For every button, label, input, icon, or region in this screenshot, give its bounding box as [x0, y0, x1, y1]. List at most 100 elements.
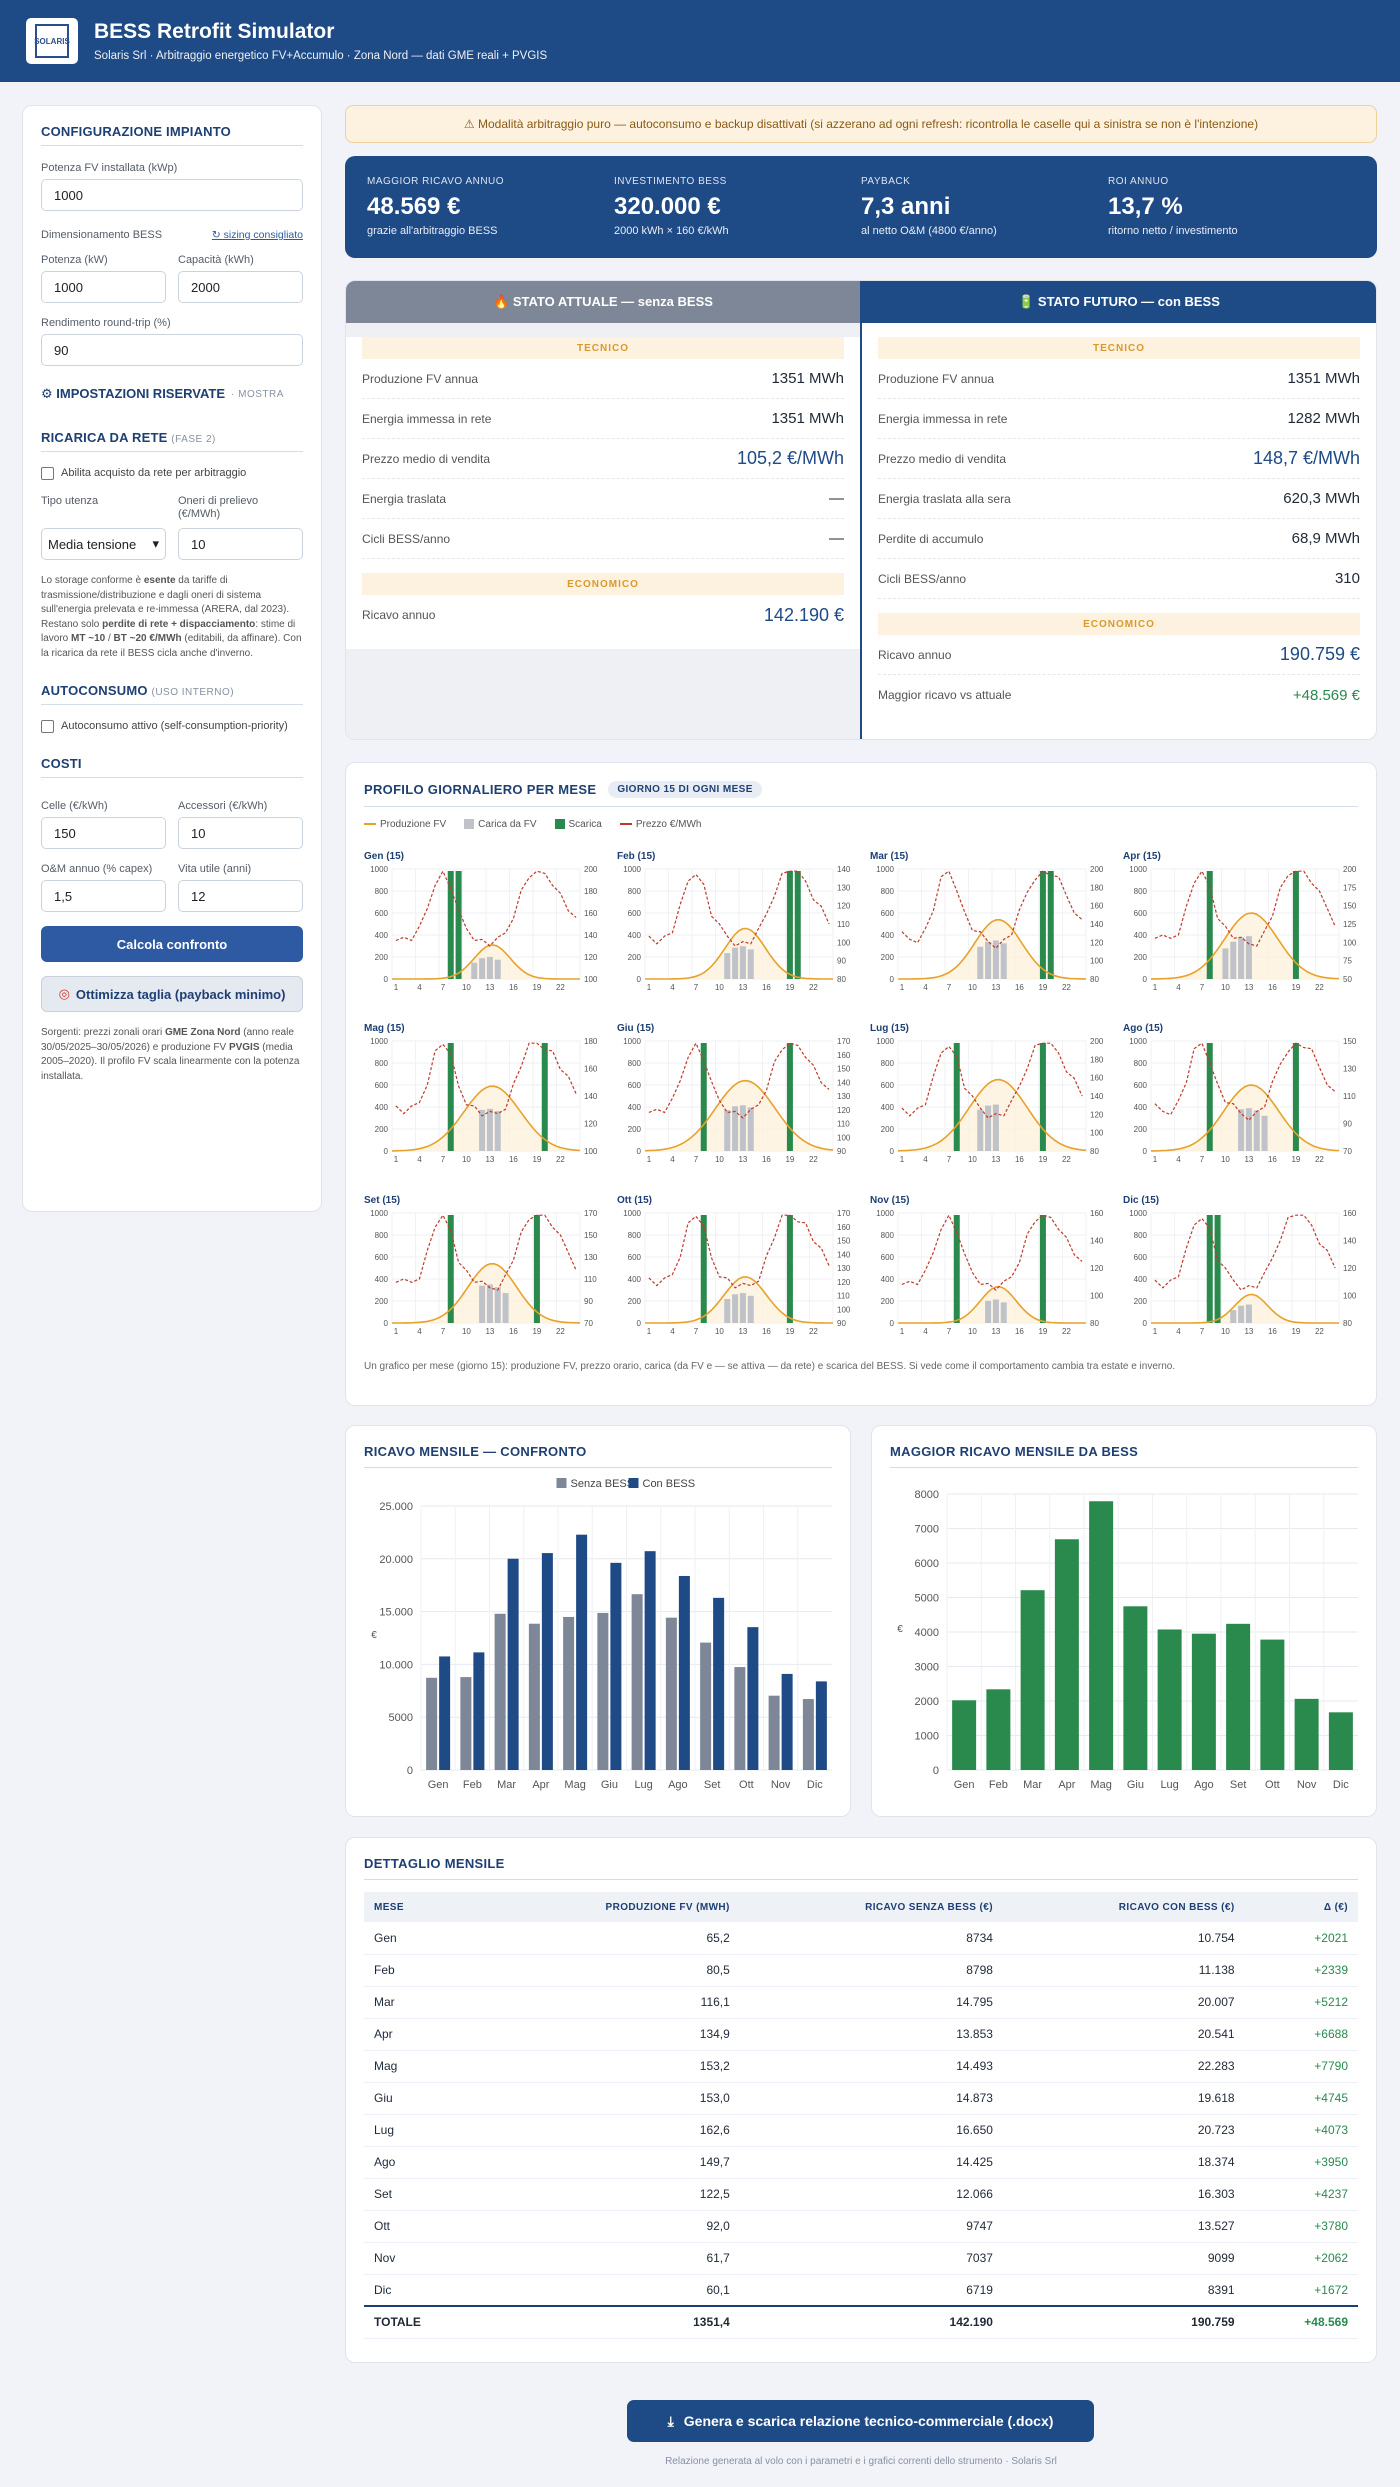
right-tick: 140: [1090, 1092, 1104, 1101]
right-tick: 100: [584, 975, 598, 984]
discharge-bar: [1039, 1215, 1046, 1323]
right-tick: 100: [837, 1133, 851, 1142]
left-tick: 0: [890, 1147, 895, 1156]
month-title: Mar (15): [870, 851, 908, 862]
right-tick: 100: [1343, 938, 1357, 947]
left-tick: 1000: [623, 865, 641, 874]
pv-area: [645, 928, 833, 979]
bar: [1226, 1623, 1251, 1770]
left-tick: 1000: [370, 865, 388, 874]
hour-tick: 7: [441, 1327, 446, 1336]
capacity-input[interactable]: 2000: [178, 271, 303, 303]
kpi-roi: ROI ANNUO 13,7 % ritorno netto / investime…: [1108, 176, 1238, 237]
acc-input[interactable]: 10: [178, 817, 303, 849]
pv-area: [392, 945, 580, 979]
auto-checkbox-row[interactable]: Autoconsumo attivo (self-consumption-pri…: [41, 719, 303, 734]
config-title: CONFIGURAZIONE IMPIANTO: [41, 124, 303, 146]
right-tick: 180: [584, 1037, 598, 1046]
hour-tick: 1: [647, 1327, 652, 1336]
x-tick-label: Feb: [989, 1779, 1008, 1791]
bar: [1020, 1590, 1045, 1770]
charge-bar: [494, 959, 501, 979]
left-tick: 800: [1134, 1059, 1148, 1068]
right-tick: 160: [1090, 1074, 1104, 1083]
hour-tick: 4: [417, 1327, 422, 1336]
calc-button[interactable]: Calcola confronto: [41, 926, 303, 962]
power-input[interactable]: 1000: [41, 271, 166, 303]
hour-tick: 4: [417, 1155, 422, 1164]
price-line: [395, 869, 577, 947]
charge-bar: [486, 1108, 493, 1151]
charge-bar: [1000, 943, 1007, 979]
sizing-link[interactable]: ↻ sizing consigliato: [211, 229, 303, 241]
hour-tick: 10: [715, 983, 724, 992]
month-title: Dic (15): [1123, 1195, 1159, 1206]
left-tick: 800: [375, 887, 389, 896]
right-tick: 140: [584, 931, 598, 940]
current-row: Energia immessa in rete 1351 MWh: [362, 399, 844, 439]
om-input[interactable]: 1,5: [41, 880, 166, 912]
hour-tick: 13: [738, 983, 747, 992]
x-tick-label: Ott: [1265, 1779, 1280, 1791]
total-row: TOTALE 1351,4 142.190 190.759 +48.569: [364, 2305, 1358, 2339]
right-tick: 75: [1343, 957, 1352, 966]
pv-area: [1151, 1294, 1339, 1323]
hour-tick: 13: [738, 1155, 747, 1164]
grid-checkbox[interactable]: [41, 467, 54, 480]
month-chart-9: Set (15)10008006004002000170150130110907…: [364, 1195, 598, 1336]
month-chart-1: Gen (15) 1000 800 600 400 200 0 200 180 160 140 120…: [364, 851, 598, 992]
month-title: Nov (15): [870, 1195, 909, 1206]
reserved-title: ⚙ IMPOSTAZIONI RISERVATE: [41, 386, 226, 401]
right-tick: 160: [1090, 902, 1104, 911]
right-tick: 110: [584, 1275, 597, 1284]
charge-bar: [1238, 1109, 1245, 1151]
pv-input[interactable]: 1000: [41, 179, 303, 211]
left-tick: 0: [637, 1319, 642, 1328]
discharge-bar: [1206, 1215, 1213, 1323]
left-tick: 600: [628, 909, 642, 918]
discharge-bar: [1206, 871, 1213, 979]
future-row: Energia traslata alla sera 620,3 MWh: [878, 479, 1360, 519]
auto-title-text: AUTOCONSUMO: [41, 683, 148, 698]
left-tick: 600: [881, 1081, 895, 1090]
pv-area: [1151, 913, 1339, 979]
x-tick-label: Nov: [1297, 1779, 1317, 1791]
left-tick: 400: [881, 1275, 895, 1284]
current-eco-band: ECONOMICO: [362, 573, 844, 595]
pv-area: [898, 919, 1086, 979]
rte-input[interactable]: 90: [41, 334, 303, 366]
month-chart-5: Mag (15) 1000 800 600 400 200 0 180 160 140 120 100…: [364, 1023, 598, 1164]
left-tick: 200: [1134, 1297, 1148, 1306]
hour-tick: 10: [1221, 983, 1230, 992]
auto-checkbox[interactable]: [41, 720, 54, 733]
bar: [815, 1681, 827, 1770]
y-tick-label: 15.000: [379, 1607, 413, 1619]
cells-input[interactable]: 150: [41, 817, 166, 849]
optimize-button[interactable]: ◎ Ottimizza taglia (payback minimo): [41, 976, 303, 1012]
om-label: O&M annuo (% capex): [41, 863, 153, 875]
reserved-toggle[interactable]: · MOSTRA: [231, 388, 284, 400]
oneri-input[interactable]: 10: [178, 528, 303, 560]
extra-revenue-chart: 0 1000 2000 3000 4000 5000 6000 7000 8000 € Gen Feb…: [897, 1489, 1358, 1791]
charge-bar: [1245, 1108, 1252, 1151]
charge-bar: [471, 962, 478, 979]
pv-line: [1151, 1293, 1339, 1324]
right-tick: 175: [1343, 883, 1357, 892]
life-input[interactable]: 12: [178, 880, 303, 912]
charge-bar: [747, 949, 754, 979]
utenza-select[interactable]: Media tensione ▾: [41, 528, 166, 560]
legend-label: Con BESS: [643, 1478, 696, 1490]
pv-line: [897, 1078, 1087, 1152]
right-tick: 100: [1090, 957, 1104, 966]
charge-bar: [985, 941, 992, 979]
bar: [1328, 1712, 1353, 1770]
y-tick-label: 5000: [915, 1593, 939, 1605]
right-tick: 120: [1090, 938, 1104, 947]
chevron-down-icon: ▾: [152, 536, 159, 551]
generate-report-button[interactable]: ⤓ Genera e scarica relazione tecnico-comm…: [627, 2400, 1094, 2442]
bar: [1123, 1606, 1148, 1770]
hour-tick: 19: [1291, 983, 1300, 992]
grid-checkbox-row[interactable]: Abilita acquisto da rete per arbitraggio: [41, 466, 303, 481]
generate-report-label: Genera e scarica relazione tecnico-comme…: [683, 2413, 1054, 2429]
bar: [1054, 1539, 1079, 1770]
